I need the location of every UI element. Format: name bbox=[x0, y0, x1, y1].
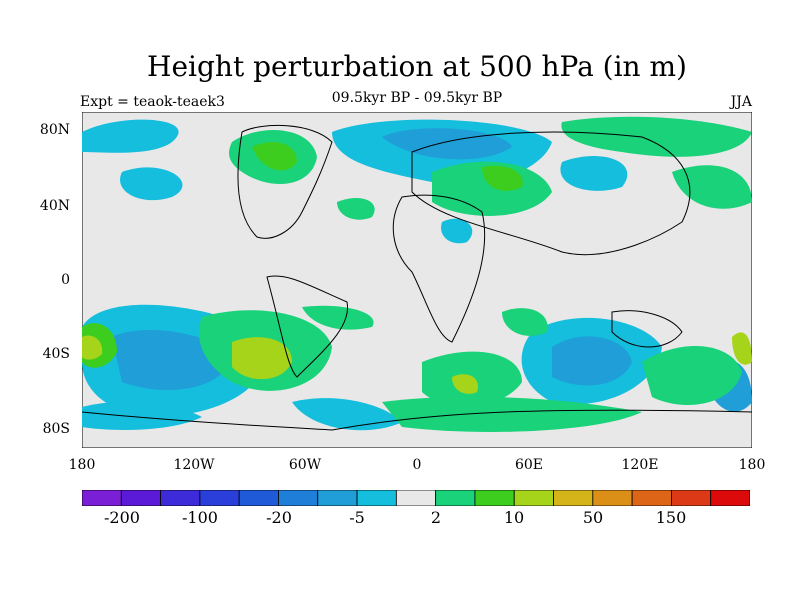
colorbar-box bbox=[160, 490, 201, 506]
colorbar-label: 150 bbox=[655, 508, 687, 527]
colorbar-box bbox=[82, 490, 122, 506]
contour-negative bbox=[82, 401, 202, 430]
map-panel bbox=[81, 111, 753, 449]
contour-positive bbox=[82, 335, 103, 360]
contour-positive bbox=[561, 116, 752, 157]
contour-positive bbox=[302, 305, 374, 330]
contour-positive bbox=[482, 165, 523, 191]
colorbar-label: 50 bbox=[582, 508, 604, 527]
experiment-label: Expt = teaok-teaek3 bbox=[80, 94, 225, 110]
lon-tick-180w: 180 bbox=[68, 457, 96, 473]
contour-negative bbox=[82, 119, 179, 153]
colorbar-box bbox=[120, 490, 161, 506]
colorbar-box bbox=[317, 490, 358, 506]
colorbar-label: -5 bbox=[349, 508, 365, 527]
height-perturbation-map bbox=[81, 111, 753, 449]
colorbar-label: 2 bbox=[430, 508, 442, 527]
lon-tick-180e: 180 bbox=[738, 457, 766, 473]
contour-positive bbox=[502, 308, 548, 336]
colorbar-box bbox=[278, 490, 319, 506]
colorbar-box bbox=[356, 490, 397, 506]
colorbar-box bbox=[553, 490, 594, 506]
colorbar-label: -20 bbox=[266, 508, 292, 527]
colorbar-box bbox=[513, 490, 554, 506]
contour-negative bbox=[560, 156, 628, 191]
lat-tick-40n: 40N bbox=[39, 198, 70, 214]
contour-positive bbox=[382, 396, 642, 432]
contour-negative bbox=[292, 398, 402, 431]
lat-tick-0: 0 bbox=[61, 272, 70, 288]
lon-tick-60e: 60E bbox=[514, 457, 544, 473]
contour-positive bbox=[642, 345, 742, 405]
colorbar-box bbox=[474, 490, 515, 506]
colorbar-label: -200 bbox=[104, 508, 140, 527]
contour-positive bbox=[337, 197, 375, 220]
colorbar-box bbox=[710, 490, 750, 506]
contour-negative bbox=[441, 218, 473, 244]
colorbar-box bbox=[199, 490, 240, 506]
colorbar-label: 10 bbox=[503, 508, 525, 527]
contour-positive bbox=[432, 161, 552, 216]
colorbar-box bbox=[435, 490, 476, 506]
lon-tick-60w: 60W bbox=[288, 457, 322, 473]
colorbar-box bbox=[592, 490, 633, 506]
lon-tick-120w: 120W bbox=[173, 457, 215, 473]
lat-tick-80n: 80N bbox=[39, 122, 70, 138]
contour-negative bbox=[552, 336, 632, 386]
colorbar-label: -100 bbox=[182, 508, 218, 527]
colorbar bbox=[82, 490, 750, 506]
colorbar-box bbox=[395, 490, 437, 506]
season-label: JJA bbox=[730, 94, 752, 110]
colorbar-box bbox=[671, 490, 712, 506]
lat-tick-80s: 80S bbox=[42, 421, 70, 437]
lon-tick-120e: 120E bbox=[621, 457, 659, 473]
contour-positive bbox=[732, 332, 752, 365]
coastlines bbox=[81, 125, 753, 431]
contour-negative bbox=[120, 167, 183, 201]
contour-positive bbox=[232, 337, 292, 380]
contour-positive bbox=[252, 142, 297, 171]
colorbar-box bbox=[631, 490, 672, 506]
contour-positive bbox=[452, 374, 478, 394]
plot-title: Height perturbation at 500 hPa (in m) bbox=[147, 50, 687, 83]
colorbar-box bbox=[238, 490, 279, 506]
contour-positive bbox=[672, 165, 752, 209]
plot-subtitle: 09.5kyr BP - 09.5kyr BP bbox=[331, 90, 503, 106]
lon-tick-0: 0 bbox=[412, 457, 422, 473]
lat-tick-40s: 40S bbox=[42, 346, 70, 362]
